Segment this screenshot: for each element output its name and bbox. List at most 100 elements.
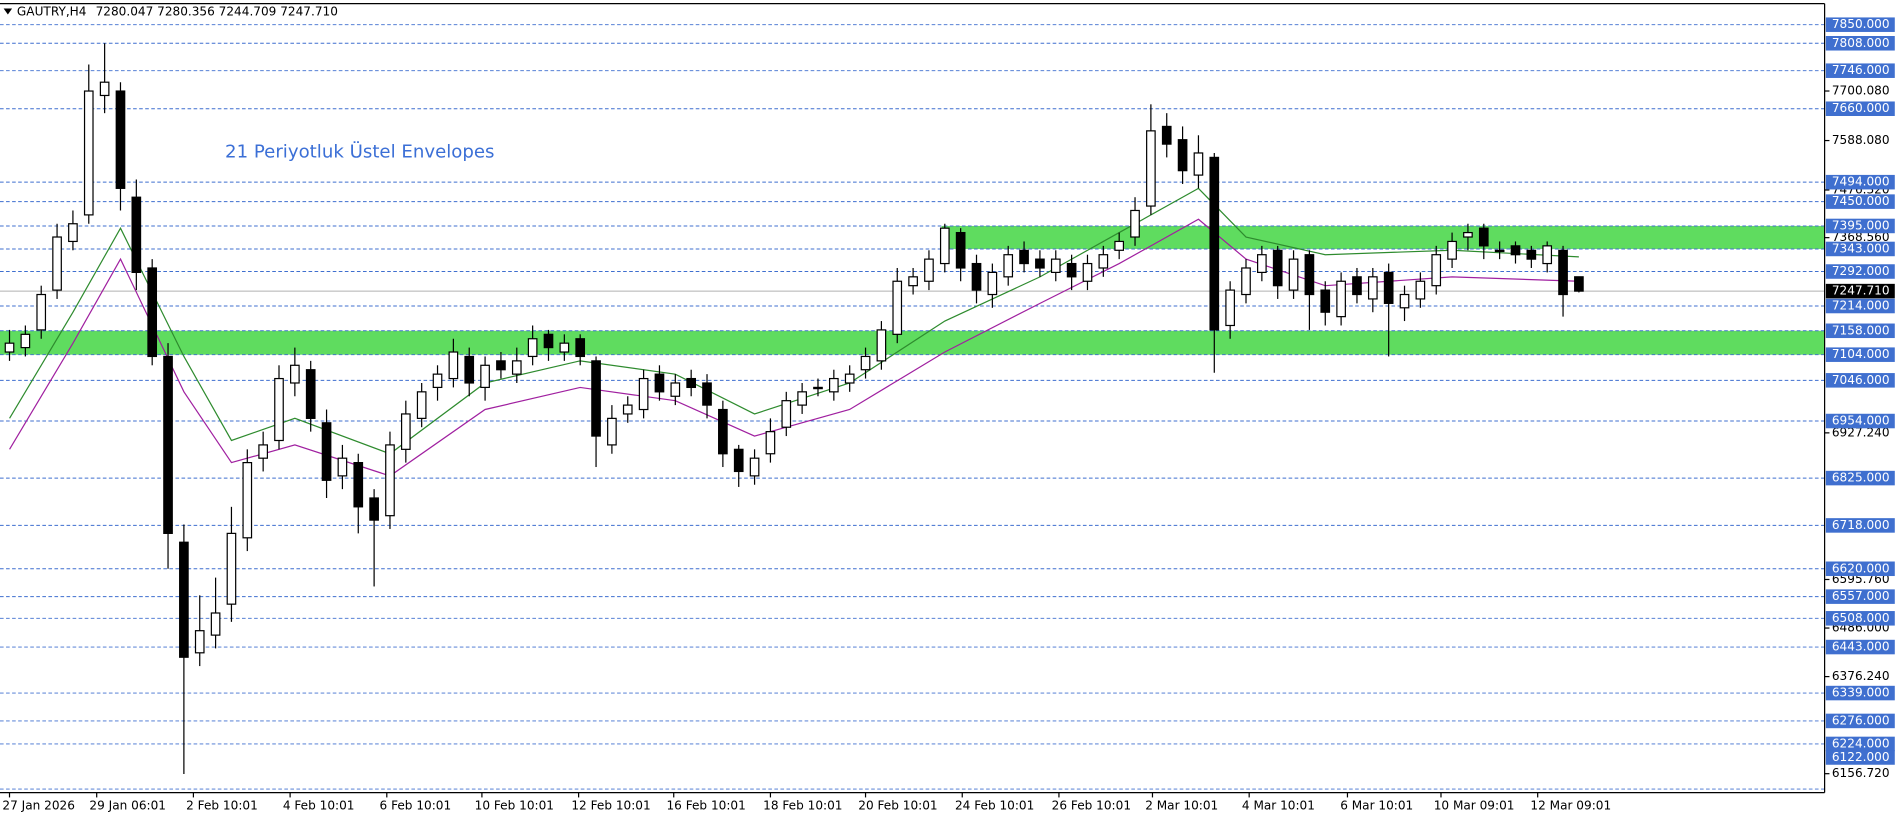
level-label: 6954.000 xyxy=(1832,414,1890,428)
candle-body xyxy=(939,227,950,265)
candle-body xyxy=(749,457,760,477)
ohlc-text: 7280.047 7280.356 7244.709 7247.710 xyxy=(96,5,338,19)
level-label: 6620.000 xyxy=(1832,561,1890,575)
y-tick-label: 6376.240 xyxy=(1832,669,1890,683)
x-tick-label: 4 Feb 10:01 xyxy=(283,798,355,812)
level-label: 7395.000 xyxy=(1832,218,1890,232)
candle-body xyxy=(1383,271,1394,304)
candle-body xyxy=(321,422,332,481)
candle-body xyxy=(654,373,665,393)
candle-body xyxy=(1114,240,1125,251)
candle-body xyxy=(686,377,697,389)
candle-body xyxy=(1415,280,1426,300)
candle-body xyxy=(1478,227,1489,247)
candle-body xyxy=(1209,156,1220,331)
level-label-box xyxy=(1825,736,1895,752)
level-label: 6508.000 xyxy=(1832,611,1890,625)
level-label-box xyxy=(1825,611,1895,626)
candle-body xyxy=(464,355,475,384)
candle-body xyxy=(290,364,300,384)
level-label: 6224.000 xyxy=(1832,736,1890,750)
candle-body xyxy=(1494,249,1505,253)
level-label: 6339.000 xyxy=(1832,686,1890,700)
candle-body xyxy=(1225,289,1235,327)
candle-body xyxy=(718,408,728,455)
candle-body xyxy=(353,462,364,508)
candle-body xyxy=(210,612,221,636)
candle-body xyxy=(1035,258,1045,269)
candle-body xyxy=(638,377,649,411)
candle-body xyxy=(733,448,744,473)
candle-body xyxy=(1367,276,1378,300)
candle-body xyxy=(20,333,31,349)
candle-body xyxy=(860,355,871,371)
zone xyxy=(941,225,1825,249)
candle-body xyxy=(1177,139,1188,172)
candle-body xyxy=(4,342,15,353)
level-label-box xyxy=(1825,413,1895,429)
candle-body xyxy=(908,276,918,287)
annotation: 21 Periyotluk Üstel Envelopes xyxy=(225,140,494,162)
candle-body xyxy=(1447,240,1457,260)
x-tick-label: 18 Feb 10:01 xyxy=(763,798,842,812)
candle-body xyxy=(797,391,807,406)
level-label: 7292.000 xyxy=(1832,264,1890,278)
level-label-box xyxy=(1825,101,1895,116)
x-tick-label: 29 Jan 06:01 xyxy=(89,798,166,812)
menu-arrow xyxy=(3,8,13,15)
level-label: 7660.000 xyxy=(1832,101,1890,115)
level-label: 6122.000 xyxy=(1832,750,1890,764)
level-label: 7104.000 xyxy=(1832,347,1890,361)
x-tick-label: 6 Mar 10:01 xyxy=(1340,798,1413,812)
level-label-box xyxy=(1825,174,1895,190)
candle-body xyxy=(1272,249,1283,287)
candle-body xyxy=(99,81,110,97)
level-label: 6276.000 xyxy=(1832,713,1890,727)
level-label: 7046.000 xyxy=(1832,373,1890,387)
candle-body xyxy=(1082,262,1093,282)
x-tick-label: 24 Feb 10:01 xyxy=(955,798,1034,812)
level-label-box xyxy=(1825,589,1895,604)
candle-body xyxy=(1574,276,1584,292)
candle-body xyxy=(1003,254,1014,278)
x-tick-label: 4 Mar 10:01 xyxy=(1242,798,1315,812)
candle-body xyxy=(591,360,601,437)
level-label: 6557.000 xyxy=(1832,589,1890,603)
level-label: 7746.000 xyxy=(1832,63,1890,77)
candle-body xyxy=(844,373,855,384)
level-label-box xyxy=(1825,713,1895,729)
level-label-box xyxy=(1825,373,1895,388)
candle-body xyxy=(1288,258,1299,291)
level-label: 7808.000 xyxy=(1832,36,1890,50)
candle-body xyxy=(1241,267,1251,296)
y-tick-label: 7700.080 xyxy=(1832,84,1890,98)
candle-body xyxy=(179,541,189,658)
level-label-box xyxy=(1825,17,1895,32)
level-label: 7494.000 xyxy=(1832,175,1890,189)
candle-body xyxy=(781,400,792,428)
candle-body xyxy=(305,369,316,419)
candle-body xyxy=(432,373,443,389)
candle-body xyxy=(52,236,62,291)
candle-body xyxy=(480,364,490,389)
level-label-box xyxy=(1825,639,1895,655)
candle-body xyxy=(876,329,887,362)
candle-body xyxy=(1320,289,1331,313)
candle-body xyxy=(622,404,633,415)
envelope-line xyxy=(9,187,1579,455)
level-label: 6443.000 xyxy=(1832,640,1890,654)
candle-body xyxy=(511,360,522,375)
x-tick-label: 6 Feb 10:01 xyxy=(380,798,452,812)
candle-body xyxy=(258,444,268,459)
envelope-line xyxy=(9,218,1579,477)
candle-body xyxy=(1066,262,1077,278)
candle-body xyxy=(83,90,94,216)
level-label: 7214.000 xyxy=(1832,299,1890,313)
x-tick-label: 10 Mar 09:01 xyxy=(1434,798,1515,812)
candle-body xyxy=(226,532,237,605)
candle-body xyxy=(1336,280,1346,318)
candle-body xyxy=(1431,254,1442,287)
candle-body xyxy=(1352,276,1362,296)
candle-body xyxy=(68,223,78,243)
